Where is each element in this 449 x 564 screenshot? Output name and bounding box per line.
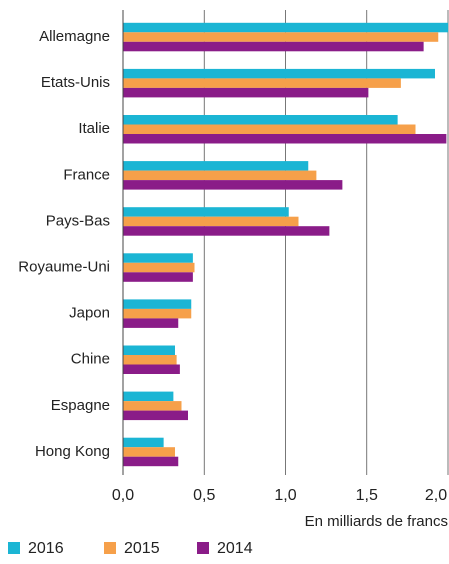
x-axis-label: En milliards de francs — [305, 513, 448, 530]
bar — [123, 41, 424, 52]
y-tick-label: Espagne — [51, 397, 110, 414]
bar — [123, 68, 435, 79]
x-tick-label: 1,5 — [356, 487, 378, 504]
bar — [123, 410, 188, 421]
legend-swatch — [8, 542, 20, 554]
bar — [123, 272, 193, 282]
x-tick-label: 0,5 — [193, 487, 215, 504]
y-tick-label: Etats-Unis — [41, 74, 110, 91]
x-tick-label: 2,0 — [425, 487, 447, 504]
bar — [123, 180, 343, 190]
bar — [123, 32, 439, 42]
bar — [123, 124, 416, 134]
bar — [123, 401, 182, 411]
y-tick-label: Pays-Bas — [46, 212, 110, 229]
y-tick-label: Royaume-Uni — [18, 259, 110, 276]
y-tick-label: Japon — [69, 305, 110, 322]
bar — [123, 22, 448, 33]
bar — [123, 391, 174, 402]
legend-label: 2016 — [28, 540, 64, 557]
legend-swatch — [104, 542, 116, 554]
bar — [123, 226, 330, 236]
bar — [123, 437, 164, 448]
legend-label: 2015 — [124, 540, 160, 557]
legend-swatch — [197, 542, 209, 554]
bar — [123, 456, 179, 467]
bar — [123, 134, 447, 144]
bar — [123, 170, 317, 181]
bar — [123, 345, 175, 355]
x-tick-label: 1,0 — [274, 487, 296, 504]
bar — [123, 447, 175, 457]
bar — [123, 299, 192, 309]
y-tick-label: France — [63, 166, 110, 183]
legend-label: 2014 — [217, 540, 253, 557]
bar — [123, 262, 195, 273]
bar — [123, 78, 401, 88]
y-tick-label: Allemagne — [39, 28, 110, 45]
bar — [123, 308, 192, 319]
bar — [123, 216, 299, 227]
x-tick-label: 0,0 — [112, 487, 134, 504]
bar — [123, 318, 179, 328]
bar — [123, 207, 289, 217]
bar — [123, 364, 180, 374]
bar — [123, 87, 369, 98]
y-tick-label: Hong Kong — [35, 443, 110, 460]
bar — [123, 253, 193, 263]
y-tick-label: Chine — [71, 351, 110, 368]
y-tick-label: Italie — [78, 120, 110, 137]
bar — [123, 355, 177, 365]
bar — [123, 115, 398, 125]
bar — [123, 161, 309, 171]
